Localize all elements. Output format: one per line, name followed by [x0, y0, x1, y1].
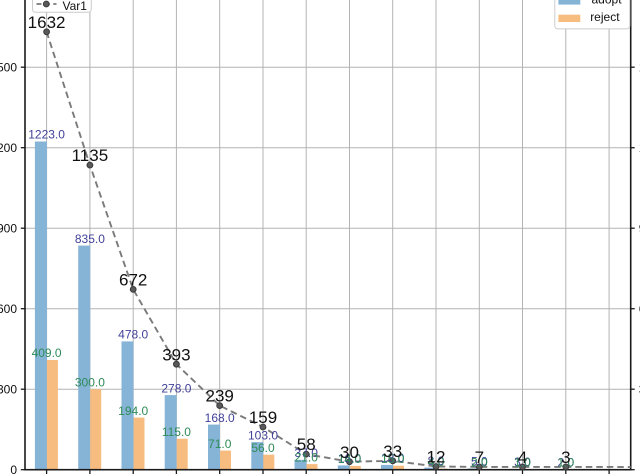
svg-text:18.0: 18.0	[381, 451, 405, 465]
svg-text:478.0: 478.0	[118, 328, 148, 342]
svg-text:600: 600	[0, 302, 17, 316]
svg-text:115.0: 115.0	[162, 425, 191, 439]
svg-text:278.0: 278.0	[161, 381, 191, 395]
svg-text:159: 159	[249, 408, 277, 427]
svg-text:1500: 1500	[0, 61, 17, 75]
svg-text:adopt: adopt	[592, 0, 623, 7]
svg-text:12: 12	[427, 448, 446, 467]
svg-text:Var1: Var1	[63, 0, 88, 13]
svg-text:672: 672	[119, 271, 147, 290]
svg-text:393: 393	[162, 345, 190, 364]
svg-text:1632: 1632	[28, 13, 66, 32]
svg-text:14.0: 14.0	[338, 452, 362, 466]
svg-text:300: 300	[0, 383, 17, 397]
svg-text:58: 58	[297, 435, 316, 454]
svg-text:16.0: 16.0	[338, 452, 362, 466]
svg-text:900: 900	[639, 222, 640, 236]
svg-text:239: 239	[206, 387, 234, 406]
svg-text:3: 3	[561, 448, 570, 467]
svg-text:409.0: 409.0	[32, 346, 62, 360]
svg-text:1200: 1200	[639, 141, 640, 155]
svg-text:0: 0	[10, 463, 17, 476]
svg-text:33: 33	[383, 442, 402, 461]
svg-text:1500: 1500	[639, 61, 640, 75]
svg-text:8.0: 8.0	[428, 454, 445, 468]
svg-text:37.0: 37.0	[295, 446, 319, 460]
svg-text:300.0: 300.0	[75, 375, 105, 389]
svg-text:1.0: 1.0	[557, 456, 574, 470]
svg-text:103.0: 103.0	[248, 428, 278, 442]
svg-text:30: 30	[340, 443, 359, 462]
svg-text:1.0: 1.0	[514, 456, 531, 470]
svg-text:4.0: 4.0	[428, 455, 445, 469]
svg-text:71.0: 71.0	[208, 437, 232, 451]
svg-text:reject: reject	[590, 10, 620, 24]
svg-text:835.0: 835.0	[75, 232, 105, 246]
svg-text:21.0: 21.0	[295, 450, 319, 464]
svg-text:600: 600	[639, 302, 640, 316]
svg-text:7: 7	[475, 448, 484, 467]
svg-text:1200: 1200	[0, 141, 17, 155]
svg-text:15.0: 15.0	[381, 452, 405, 466]
svg-text:900: 900	[0, 222, 17, 236]
svg-text:2.0: 2.0	[557, 455, 574, 469]
svg-text:168.0: 168.0	[205, 411, 235, 425]
svg-text:3.0: 3.0	[514, 455, 531, 469]
svg-text:194.0: 194.0	[118, 404, 148, 418]
svg-text:4: 4	[518, 448, 527, 467]
svg-text:56.0: 56.0	[251, 441, 275, 455]
svg-text:2.0: 2.0	[471, 455, 488, 469]
svg-text:300: 300	[639, 383, 640, 397]
svg-text:5.0: 5.0	[471, 455, 488, 469]
svg-text:1223.0: 1223.0	[28, 128, 65, 142]
svg-text:1135: 1135	[72, 146, 109, 165]
